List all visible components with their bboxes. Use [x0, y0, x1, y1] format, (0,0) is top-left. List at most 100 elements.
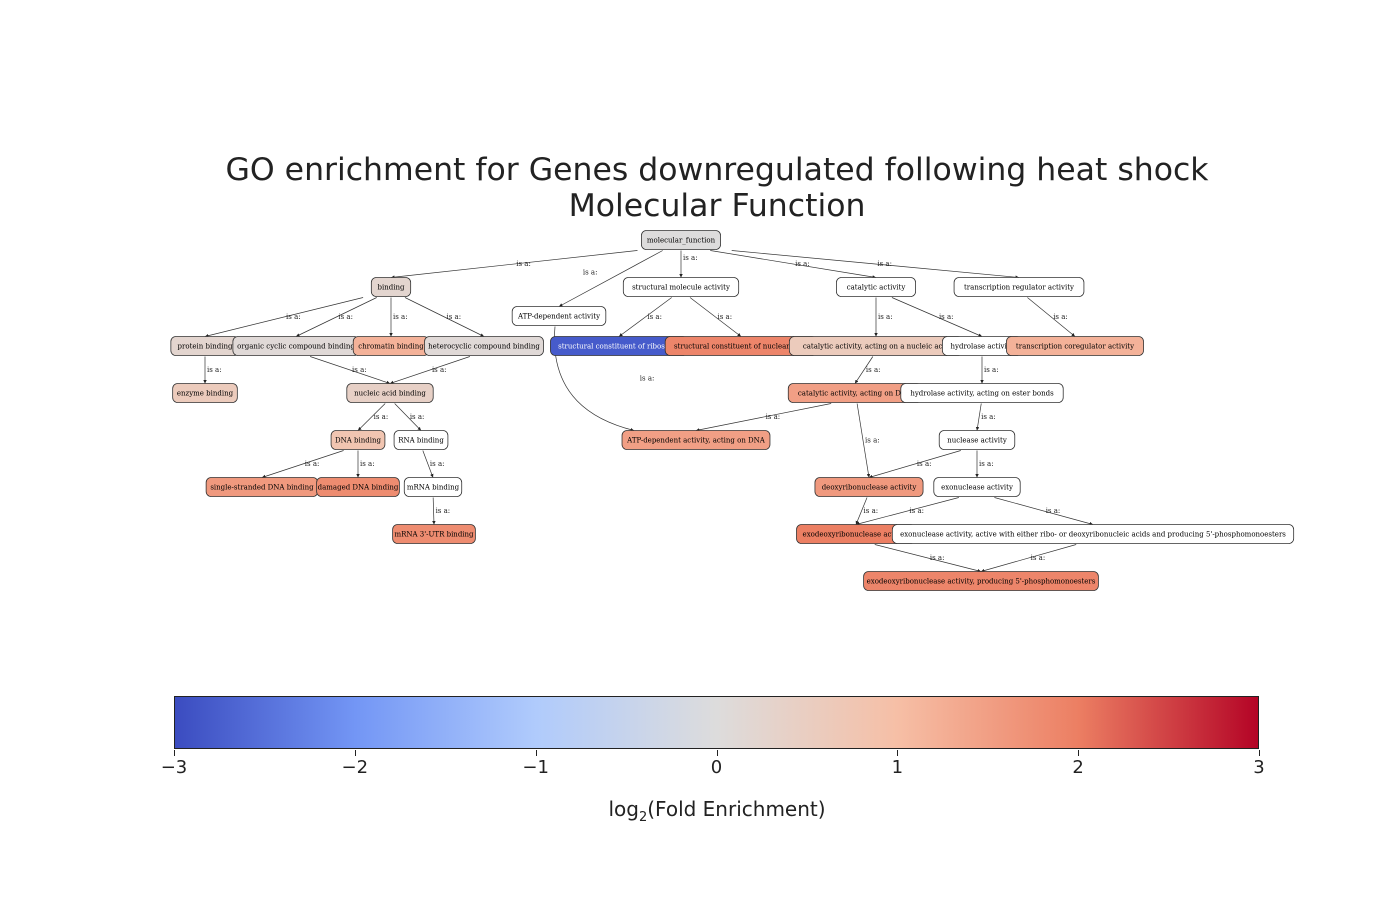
go-term-label: ATP-dependent activity, acting on DNA — [626, 437, 766, 445]
edge-label: is a: — [374, 413, 389, 421]
edge-enz-to-prot: is a: — [203, 356, 222, 384]
edge-label: is a: — [1031, 554, 1046, 562]
go-term-box — [393, 430, 449, 450]
edge-label: is a: — [1053, 313, 1068, 321]
go-term-box — [814, 477, 924, 497]
edges-layer: is a: is a: is a: is a: is a: is a: is a: is a:… — [203, 250, 1094, 573]
edge-label: is a: — [360, 460, 375, 468]
go-term-label: molecular_function — [647, 237, 716, 245]
go-term-box — [891, 524, 1295, 544]
colorbar-tick-label: 3 — [1253, 757, 1265, 778]
go-term-box — [622, 277, 740, 297]
go-term-label: nuclease activity — [947, 437, 1007, 445]
colorbar-tick — [897, 750, 899, 756]
go-term-node-exo: exonuclease activity — [933, 477, 1021, 497]
edge-atpdna-to-catdna: is a: — [695, 403, 832, 432]
go-term-label: transcription regulator activity — [964, 284, 1074, 292]
go-term-node-ribo: structural constituent of ribosome — [550, 336, 688, 356]
edge-utr-to-mrnab: is a: — [432, 497, 450, 525]
edge-treg-to-mf: is a: — [731, 250, 1020, 279]
go-term-box — [938, 430, 1016, 450]
go-term-label: hydrolase activity, acting on ester bond… — [910, 390, 1054, 398]
go-term-node-damdna: damaged DNA binding — [316, 477, 400, 497]
edge-label: is a: — [930, 554, 945, 562]
go-term-node-cat: catalytic activity — [836, 277, 916, 297]
edge-label: is a: — [866, 366, 881, 374]
colorbar-tick-label: 0 — [710, 757, 723, 778]
colorbar-tick-label: −3 — [160, 757, 188, 778]
go-term-label: catalytic activity, acting on a nucleic … — [803, 343, 950, 351]
edge-hester-to-hydro: is a: — [980, 356, 999, 384]
edge-label: is a: — [864, 507, 879, 515]
go-term-node-nucl: nuclease activity — [938, 430, 1016, 450]
go-term-box — [511, 306, 607, 326]
go-term-label: binding — [378, 284, 405, 292]
edge-label: is a: — [338, 313, 353, 321]
edge-label: is a: — [683, 254, 698, 262]
colorbar-label: log2(Fold Enrichment) — [0, 797, 1400, 825]
edge-label: is a: — [877, 260, 892, 268]
go-term-label: catalytic activity — [847, 284, 906, 292]
edge-orgcyc-to-binding: is a: — [295, 297, 377, 337]
go-term-node-mf: molecular_function — [641, 230, 721, 250]
go-term-label: structural constituent of ribosome — [558, 343, 680, 351]
edge-label: is a: — [410, 413, 425, 421]
go-term-label: mRNA 3'-UTR binding — [394, 531, 474, 539]
edge-ribo-to-struct: is a: — [618, 297, 672, 337]
edge-line — [855, 497, 959, 526]
edge-binding-to-mf: is a: — [390, 250, 638, 279]
edge-line — [204, 297, 364, 338]
go-term-node-enz: enzyme binding — [172, 383, 238, 403]
edge-chrom-to-binding: is a: — [389, 297, 408, 337]
edge-exoboth-to-exo: is a: — [994, 497, 1094, 526]
edge-label: is a: — [352, 366, 367, 374]
go-term-label: organic cyclic compound binding — [237, 343, 355, 351]
colorbar-tick-label: 2 — [1072, 757, 1084, 778]
edge-line — [618, 297, 672, 337]
colorbar — [174, 696, 1259, 749]
go-term-box — [933, 477, 1021, 497]
edge-nab-to-hetcyc: is a: — [389, 356, 471, 385]
edge-line — [261, 450, 344, 479]
go-term-label: RNA binding — [398, 437, 444, 445]
go-term-node-tcoreg: transcription coregulator activity — [1006, 336, 1144, 356]
go-term-label: exodeoxyribonuclease activity, producing… — [867, 578, 1096, 586]
edge-line — [856, 403, 871, 478]
go-term-box — [370, 277, 412, 297]
go-term-box — [392, 524, 476, 544]
edge-label: is a: — [795, 260, 810, 268]
edge-nab-to-orgcyc: is a: — [309, 356, 391, 385]
edge-label: is a: — [878, 313, 893, 321]
colorbar-tick — [174, 750, 175, 756]
go-term-label: catalytic activity, acting on DNA — [798, 390, 913, 398]
go-term-node-ssdna: single-stranded DNA binding — [205, 477, 319, 497]
edge-line — [689, 297, 742, 337]
go-term-node-mrnab: mRNA binding — [403, 477, 463, 497]
edge-exodnase-to-exo: is a: — [855, 497, 959, 526]
go-term-node-rnab: RNA binding — [393, 430, 449, 450]
go-term-label: single-stranded DNA binding — [210, 484, 314, 492]
edge-line — [975, 403, 982, 431]
edge-label: is a: — [286, 313, 301, 321]
go-term-node-exoboth: exonuclease activity, active with either… — [891, 524, 1295, 544]
go-term-label: exonuclease activity — [941, 484, 1013, 492]
colorbar-tick — [1078, 750, 1080, 756]
edge-label: is a: — [718, 313, 733, 321]
edge-label: is a: — [984, 366, 999, 374]
go-term-box — [900, 383, 1064, 403]
edge-rnab-to-nab: is a: — [394, 403, 425, 431]
go-term-label: ATP-dependent activity — [517, 313, 600, 321]
go-term-label: transcription coregulator activity — [1016, 343, 1134, 351]
go-term-node-dnab: DNA binding — [330, 430, 386, 450]
edge-line — [874, 544, 982, 573]
colorbar-tick — [535, 750, 537, 756]
go-term-label: chromatin binding — [358, 343, 424, 351]
edge-label: is a: — [516, 260, 531, 268]
edge-line — [558, 250, 663, 307]
edge-line — [404, 297, 485, 337]
edge-line — [309, 356, 391, 385]
go-term-node-hetcyc: heterocyclic compound binding — [424, 336, 544, 356]
go-term-box — [1006, 336, 1144, 356]
edge-label: is a: — [647, 313, 662, 321]
